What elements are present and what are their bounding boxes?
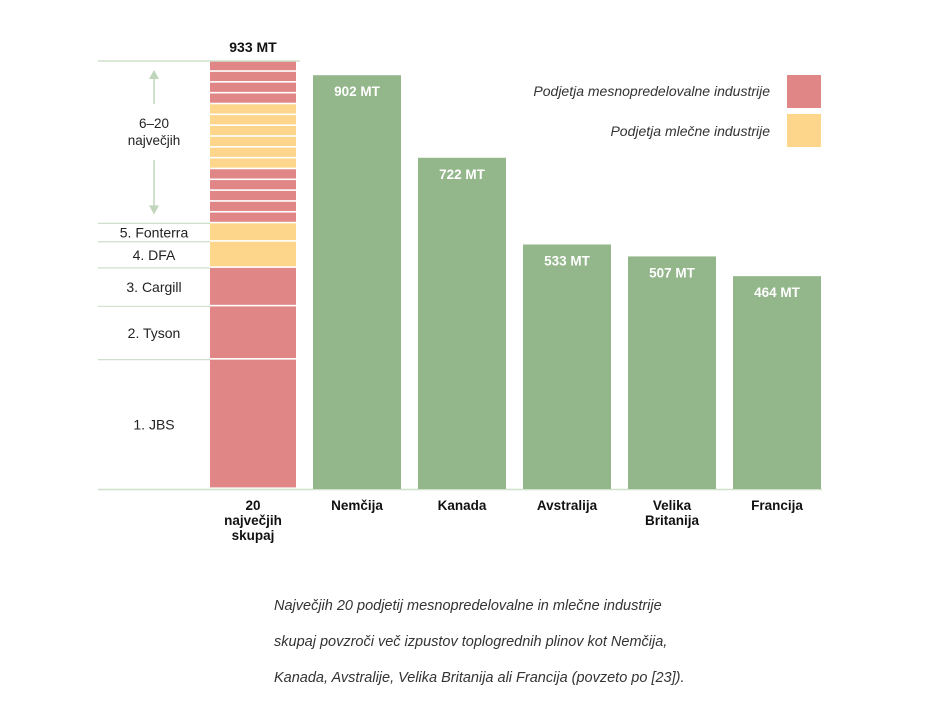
emissions-chart: 1. JBS 2. Tyson 3. Cargill 4. DFA 5. Fonterr…: [98, 39, 822, 543]
stack-segment-1: [210, 359, 296, 488]
country-value-label-2: 722 MT: [439, 167, 486, 182]
stack-stripe-10: [210, 169, 296, 179]
company-label-5: 5. Fonterra: [120, 225, 189, 241]
group-label-line-2: največjih: [128, 133, 181, 148]
country-bar-3: [523, 244, 611, 489]
stack-stripe-14: [210, 125, 296, 136]
stack-stripe-20: [210, 61, 296, 71]
country-bar-1: [313, 75, 401, 489]
stack-stripe-12: [210, 147, 296, 157]
stack-segment-2: [210, 306, 296, 359]
country-label-4-line-1: Velika: [653, 498, 692, 513]
stack-category-label-2: največjih: [224, 513, 282, 528]
group-arrow-down-head: [149, 205, 159, 215]
company-label-1: 1. JBS: [133, 416, 174, 432]
country-label-4-line-2: Britanija: [645, 513, 700, 528]
company-label-2: 2. Tyson: [128, 325, 181, 341]
stack-segment-4: [210, 241, 296, 267]
country-bar-2: [418, 157, 506, 490]
figure-caption: Največjih 20 podjetij mesnopredelovalne …: [274, 592, 834, 700]
legend-meat-label: Podjetja mesnopredelovalne industrije: [533, 83, 770, 99]
country-value-label-3: 533 MT: [544, 253, 591, 268]
company-label-3: 3. Cargill: [126, 279, 181, 295]
legend-dairy-label: Podjetja mlečne industrije: [610, 123, 770, 139]
stack-category-label-1: 20: [245, 498, 260, 513]
stack-stripe-9: [210, 180, 296, 190]
stack-total-label: 933 MT: [229, 39, 277, 55]
legend-meat-swatch: [787, 75, 821, 108]
stack-stripe-19: [210, 71, 296, 82]
stack-stripe-16: [210, 104, 296, 114]
caption-line-3: Kanada, Avstralije, Velika Britanija ali…: [274, 670, 685, 686]
country-value-label-4: 507 MT: [649, 265, 696, 280]
caption-line-1: Največjih 20 podjetij mesnopredelovalne …: [274, 598, 662, 614]
stack-stripe-7: [210, 201, 296, 211]
country-label-1: Nemčija: [331, 498, 383, 513]
stack-segment-5: [210, 223, 296, 241]
country-bar-5: [733, 276, 821, 489]
caption-line-2: skupaj povzroči več izpustov toplogredni…: [274, 634, 668, 650]
stack-stripe-6: [210, 212, 296, 222]
group-label-line-1: 6–20: [139, 116, 169, 131]
country-label-2: Kanada: [438, 498, 487, 513]
stack-stripe-8: [210, 190, 296, 201]
group-arrow-up-head: [149, 70, 159, 79]
company-label-4: 4. DFA: [133, 247, 176, 263]
stack-stripe-15: [210, 115, 296, 125]
stack-segment-3: [210, 267, 296, 305]
country-label-5: Francija: [751, 498, 803, 513]
stack-stripe-11: [210, 158, 296, 168]
country-value-label-1: 902 MT: [334, 84, 381, 99]
stack-stripe-13: [210, 136, 296, 147]
stack-stripe-18: [210, 82, 296, 92]
country-value-label-5: 464 MT: [754, 285, 801, 300]
legend-dairy-swatch: [787, 114, 821, 147]
stack-stripe-17: [210, 93, 296, 103]
country-bar-4: [628, 256, 716, 489]
country-label-3: Avstralija: [537, 498, 598, 513]
stack-category-label-3: skupaj: [232, 528, 275, 543]
